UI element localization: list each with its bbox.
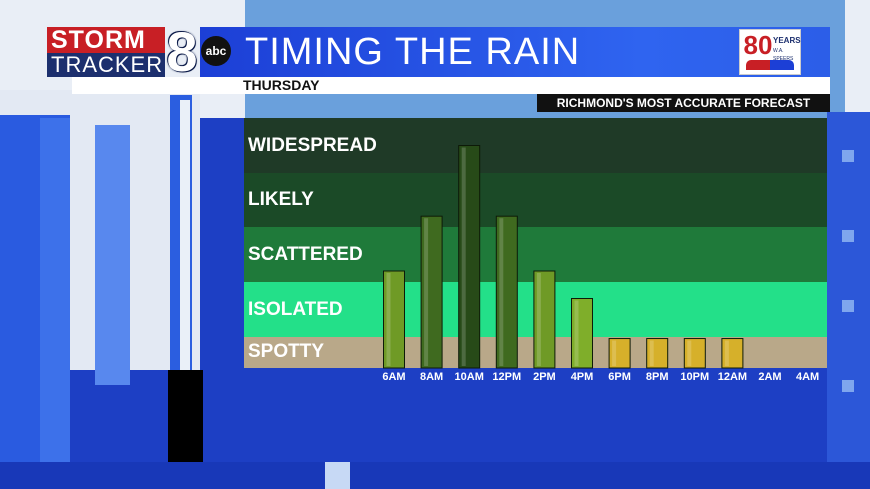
x-tick-6am: 6AM <box>382 371 406 383</box>
x-tick-12pm: 12PM <box>492 371 522 383</box>
bar-highlight-8pm <box>649 340 654 366</box>
x-tick-4pm: 4PM <box>570 371 594 383</box>
y-label-isolated: ISOLATED <box>248 298 343 320</box>
logo-tracker-text: TRACKER <box>47 53 165 77</box>
badge-name: W.A. SPEERS <box>773 48 794 62</box>
bar-highlight-4pm <box>574 300 579 366</box>
bar-12am <box>721 338 744 369</box>
page-title: TIMING THE RAIN <box>245 31 581 73</box>
y-label-widespread: WIDESPREAD <box>248 134 377 156</box>
bar-highlight-10pm <box>687 340 692 366</box>
bar-2pm <box>533 270 556 369</box>
badge-stripe <box>746 60 794 70</box>
bar-highlight-12am <box>724 340 729 366</box>
x-tick-10am: 10AM <box>454 371 484 383</box>
logo-channel-number: 8 <box>166 20 198 83</box>
x-tick-8pm: 8PM <box>645 371 669 383</box>
bar-highlight-8am <box>424 218 429 366</box>
subtitle-bar <box>72 77 830 94</box>
x-tick-2am: 2AM <box>758 371 782 383</box>
bar-4pm <box>571 298 593 369</box>
badge-number: 80 <box>743 30 773 60</box>
badge-word: YEARS <box>773 36 801 45</box>
x-tick-8am: 8AM <box>419 371 444 383</box>
bar-highlight-2pm <box>536 273 541 366</box>
x-tick-4am: 4AM <box>795 371 820 383</box>
tagline: RICHMOND'S MOST ACCURATE FORECAST <box>556 96 811 110</box>
x-tick-2pm: 2PM <box>533 371 556 383</box>
bar-12pm <box>495 215 518 369</box>
x-tick-12am: 12AM <box>717 371 748 383</box>
bar-10am <box>458 145 481 369</box>
bar-8pm <box>646 338 669 369</box>
bar-highlight-6pm <box>612 340 617 366</box>
bar-highlight-10am <box>461 147 466 366</box>
bar-10pm <box>683 338 706 369</box>
x-tick-10pm: 10PM <box>680 371 710 383</box>
abc-logo-icon: abc <box>201 36 231 66</box>
y-label-spotty: SPOTTY <box>248 340 325 362</box>
title-bar <box>200 27 830 77</box>
bar-6pm <box>608 338 631 369</box>
bar-8am <box>420 215 443 369</box>
logo-storm-text: STORM <box>47 27 165 53</box>
x-tick-6pm: 6PM <box>608 371 631 383</box>
band-widespread <box>244 118 827 173</box>
day-label: THURSDAY <box>243 77 320 93</box>
tagline-bar <box>537 94 830 112</box>
bar-highlight-12pm <box>499 218 504 366</box>
bar-highlight-6am <box>386 273 391 366</box>
bar-6am <box>383 270 405 369</box>
band-likely <box>244 173 827 227</box>
y-label-scattered: SCATTERED <box>248 243 363 265</box>
y-label-likely: LIKELY <box>248 189 314 210</box>
